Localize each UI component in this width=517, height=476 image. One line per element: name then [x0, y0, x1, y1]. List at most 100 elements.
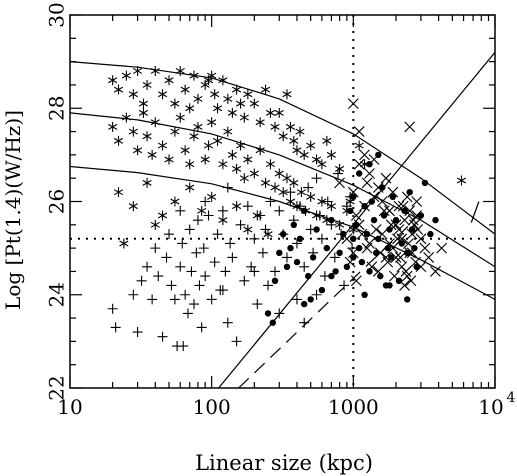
plus-marker: [249, 266, 260, 277]
dot-marker: [293, 258, 301, 266]
asterisk-marker: [306, 140, 316, 151]
asterisk-marker: [170, 196, 180, 207]
plus-marker: [222, 317, 233, 328]
asterisk-marker: [223, 93, 233, 104]
asterisk-marker: [311, 154, 322, 165]
asterisk-marker: [223, 126, 233, 137]
asterisk-marker: [285, 121, 296, 132]
dot-marker: [343, 263, 351, 270]
asterisk-marker: [197, 205, 207, 216]
curve-4: [218, 51, 495, 388]
cross-marker: [353, 158, 365, 170]
cross-marker: [404, 121, 416, 133]
plus-marker: [128, 289, 139, 300]
asterisk-marker: [232, 163, 242, 174]
dot-marker: [280, 230, 287, 238]
dot-marker: [296, 235, 304, 242]
asterisk-marker: [232, 84, 242, 95]
cross-marker: [361, 177, 373, 189]
dot-marker: [386, 282, 393, 289]
dot-marker: [361, 291, 368, 298]
plus-marker: [242, 201, 253, 212]
asterisk-marker: [354, 140, 364, 151]
asterisk-marker: [147, 149, 157, 160]
dot-marker: [350, 193, 357, 200]
cross-marker: [411, 196, 423, 207]
plus-marker: [316, 233, 327, 244]
cross-marker: [411, 210, 423, 221]
asterisk-marker: [128, 201, 138, 212]
asterisk-marker: [150, 117, 160, 128]
dot-marker: [401, 207, 408, 214]
dot-marker: [350, 254, 357, 261]
dot-marker: [309, 254, 317, 261]
asterisk-marker: [150, 65, 160, 76]
x-tick-label: 10: [478, 395, 503, 419]
plus-marker: [333, 168, 344, 179]
plus-marker: [150, 243, 161, 254]
plus-marker: [285, 187, 296, 198]
cross-marker: [370, 224, 382, 235]
cross-marker: [380, 172, 392, 184]
dot-marker: [323, 244, 330, 252]
plus-marker: [192, 215, 203, 226]
asterisk-marker: [270, 182, 280, 193]
asterisk-marker: [265, 107, 276, 118]
cross-marker: [353, 126, 365, 137]
dot-marker: [332, 268, 339, 275]
asterisk-marker: [108, 75, 118, 86]
asterisk-marker: [138, 98, 149, 109]
asterisk-marker: [142, 131, 152, 142]
dot-marker: [384, 244, 391, 252]
asterisk-marker: [207, 117, 217, 128]
x-tick-label: 10: [57, 395, 82, 419]
dot-marker: [305, 272, 312, 280]
asterisk-marker: [113, 187, 124, 198]
asterisk-marker: [282, 173, 292, 184]
plus-marker: [153, 271, 164, 282]
dot-marker: [356, 170, 363, 177]
dot-marker: [301, 300, 308, 308]
y-axis-label: Log [Pt(1.4)(W/Hz)]: [1, 110, 25, 310]
plus-marker: [255, 210, 266, 221]
dot-marker: [347, 207, 354, 214]
cross-marker: [390, 252, 402, 263]
asterisk-marker: [133, 145, 143, 156]
asterisk-marker: [260, 84, 271, 95]
asterisk-marker: [296, 187, 306, 198]
plus-marker: [132, 327, 143, 338]
asterisk-marker: [289, 177, 299, 188]
asterisk-marker: [138, 107, 149, 118]
cross-marker: [395, 252, 406, 263]
asterisk-marker: [278, 131, 288, 142]
dot-marker: [290, 221, 297, 228]
dot-marker: [411, 244, 418, 252]
asterisk-marker: [157, 89, 168, 100]
dot-marker: [328, 216, 335, 224]
dot-marker: [421, 179, 429, 187]
y-tick-label: 28: [45, 96, 69, 121]
asterisk-marker: [335, 163, 345, 174]
asterisk-marker: [113, 135, 124, 146]
asterisk-marker: [185, 159, 195, 170]
asterisk-marker: [243, 89, 253, 100]
dot-marker: [375, 235, 382, 242]
asterisk-marker: [335, 219, 345, 230]
plus-marker: [291, 294, 302, 305]
y-tick-label: 30: [45, 2, 69, 27]
cross-marker: [356, 228, 368, 240]
asterisk-marker: [255, 117, 265, 128]
dot-marker: [386, 226, 393, 233]
plus-marker: [169, 294, 180, 305]
asterisk-marker: [274, 107, 284, 118]
plus-marker: [294, 201, 305, 212]
y-tick-label: 26: [45, 189, 69, 214]
y-tick-label: 24: [45, 282, 69, 307]
cross-marker: [404, 205, 416, 217]
asterisk-marker: [142, 79, 152, 90]
cross-marker: [378, 205, 390, 217]
asterisk-marker: [157, 210, 168, 221]
asterisk-marker: [193, 121, 203, 132]
cross-marker: [396, 261, 408, 273]
